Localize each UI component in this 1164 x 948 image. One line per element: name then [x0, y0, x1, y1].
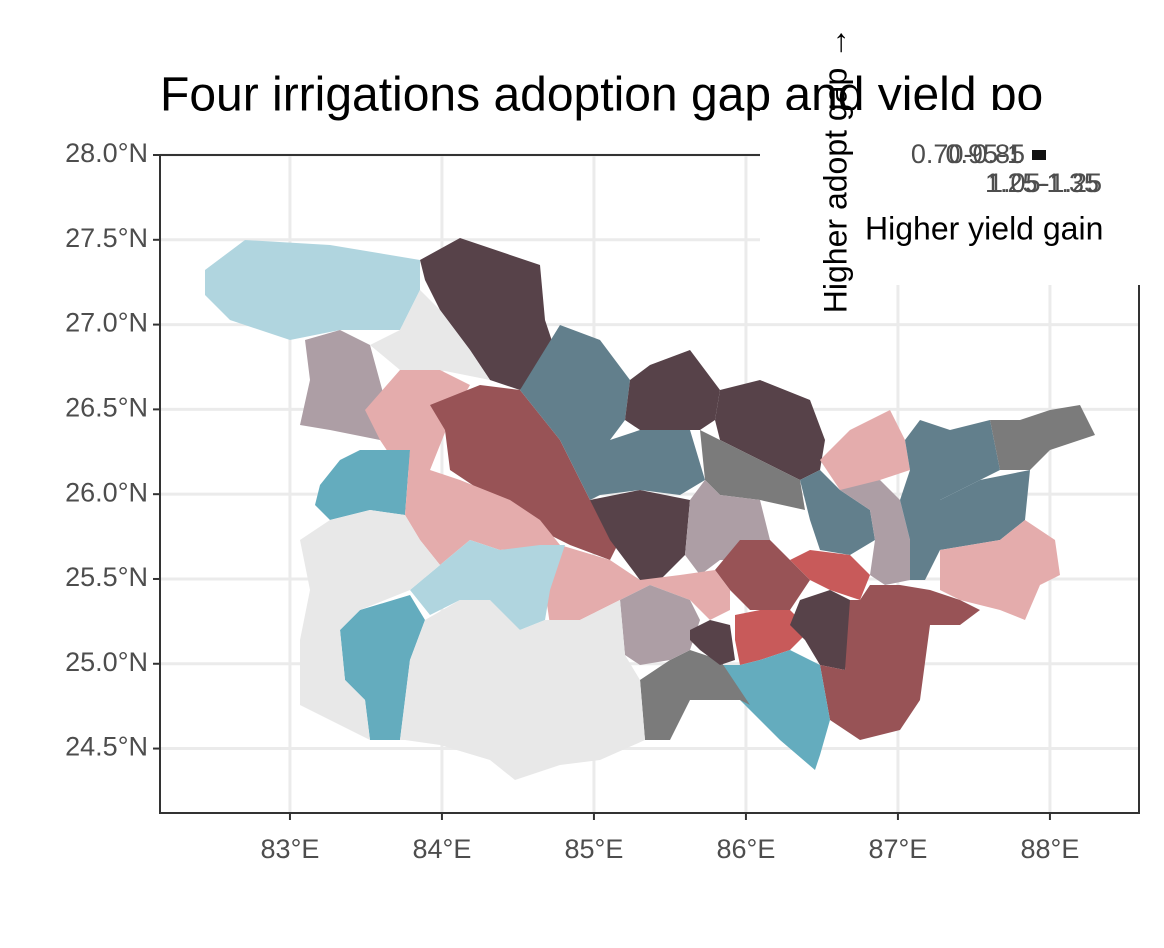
legend: Higher adopt gap → Higher yield gain 0.7…	[760, 27, 1164, 313]
district	[405, 450, 560, 565]
y-tick-label: 25.0°N	[65, 647, 148, 677]
district	[800, 470, 875, 555]
axes: 83°E 84°E 85°E 86°E 87°E 88°E 24.5°N 25.0°N 25.5…	[65, 138, 1079, 864]
district	[690, 620, 735, 665]
district	[900, 470, 1030, 580]
district	[370, 290, 490, 380]
legend-background	[760, 110, 1164, 285]
district	[990, 405, 1095, 470]
legend-x-label: 1.25-1.35	[985, 168, 1099, 198]
legend-key	[1032, 150, 1046, 160]
x-tick-label: 87°E	[869, 834, 928, 864]
y-tick-label: 28.0°N	[65, 138, 148, 168]
district	[410, 540, 565, 630]
district	[820, 410, 910, 490]
y-tick-label: 27.0°N	[65, 308, 148, 338]
district	[430, 385, 620, 560]
legend-x-label: 1.05-1.25	[988, 168, 1102, 198]
district	[790, 590, 850, 670]
district	[300, 330, 385, 440]
district	[640, 650, 750, 740]
x-tick-label: 86°E	[717, 834, 776, 864]
district	[420, 238, 555, 390]
district	[340, 595, 425, 740]
x-tick-label: 84°E	[413, 834, 472, 864]
legend-title-x: Higher yield gain	[865, 210, 1103, 246]
district	[715, 540, 810, 610]
y-tick-label: 27.5°N	[65, 223, 148, 253]
district	[820, 585, 980, 740]
district	[700, 430, 805, 510]
legend-title-y: Higher adopt gap →	[817, 27, 853, 313]
district	[625, 350, 720, 430]
y-tick-label: 26.5°N	[65, 393, 148, 423]
district	[840, 480, 910, 585]
district	[520, 325, 630, 440]
panel-border	[159, 154, 1140, 814]
y-tick-label: 25.5°N	[65, 562, 148, 592]
district	[400, 600, 645, 780]
district	[205, 240, 420, 340]
district	[560, 430, 705, 500]
y-tick-label: 26.0°N	[65, 477, 148, 507]
x-tick-label: 85°E	[565, 834, 624, 864]
district	[620, 585, 700, 665]
district	[365, 370, 470, 470]
district	[940, 520, 1060, 620]
legend-y-label: 0.95-1	[945, 139, 1022, 169]
districts	[205, 238, 1095, 780]
district	[590, 490, 690, 580]
x-tick-label: 88°E	[1021, 834, 1080, 864]
y-tick-label: 24.5°N	[65, 732, 148, 762]
x-tick-label: 83°E	[261, 834, 320, 864]
district	[790, 550, 870, 600]
legend-y-label: 0.70-0.85	[911, 139, 1025, 169]
district	[300, 510, 440, 740]
district	[545, 545, 730, 625]
district	[315, 450, 410, 520]
district	[715, 380, 825, 480]
district	[900, 420, 1000, 500]
district	[720, 650, 830, 770]
